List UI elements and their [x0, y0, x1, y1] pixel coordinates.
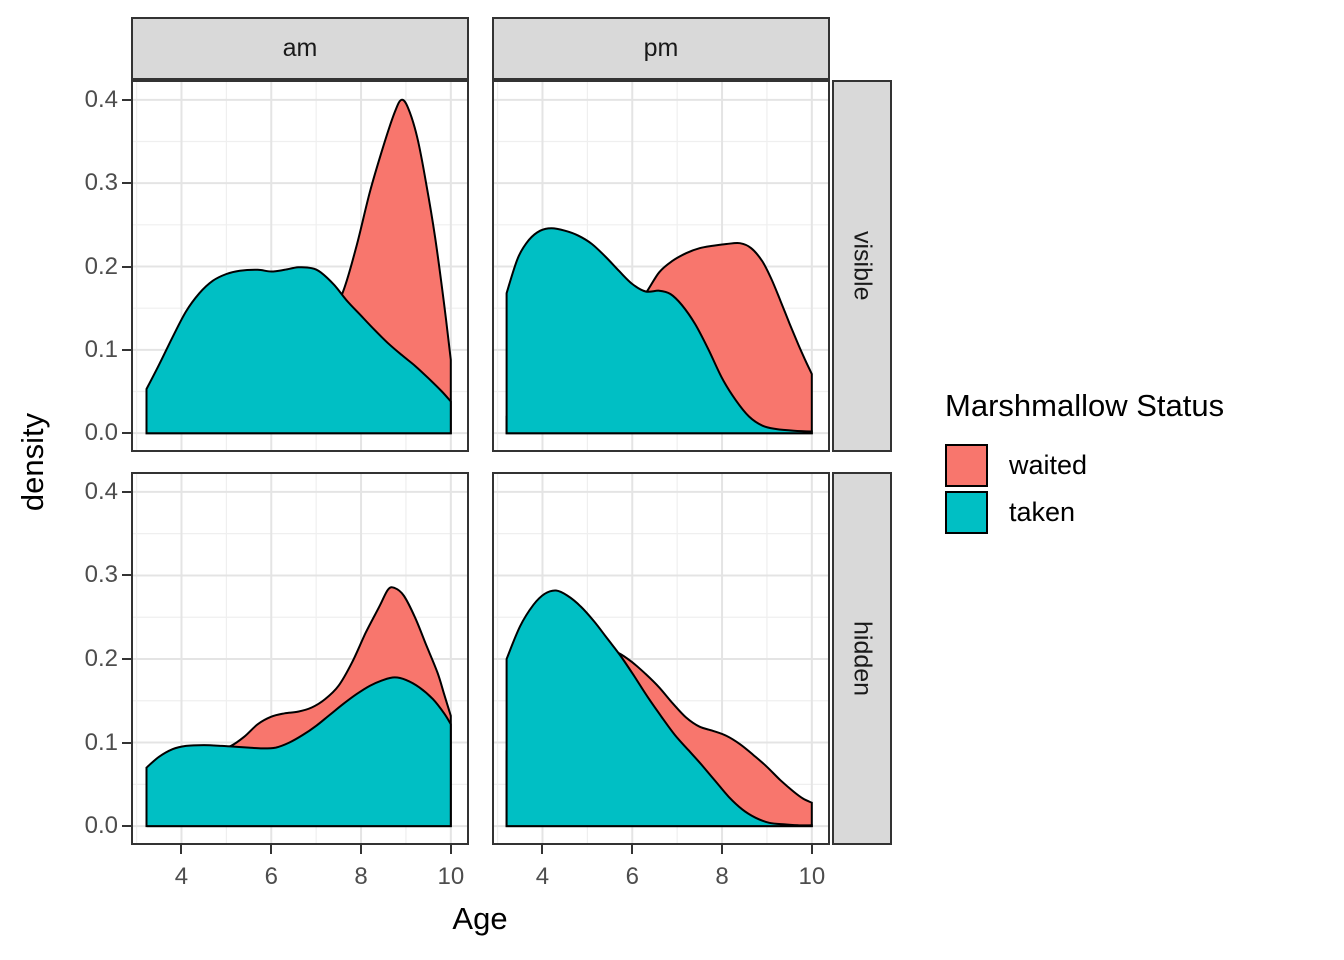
y-tick-label: 0.0 — [84, 419, 118, 447]
y-tick-label: 0.2 — [84, 252, 118, 280]
x-tick-mark — [449, 845, 452, 854]
facet-strip-pm-label: pm — [643, 34, 679, 62]
panel-am-visible — [131, 80, 469, 452]
x-tick-label: 6 — [264, 863, 278, 890]
x-tick-label: 10 — [437, 863, 465, 890]
y-tick-label: 0.1 — [84, 728, 118, 756]
y-tick-mark — [122, 658, 131, 660]
x-tick-mark — [360, 845, 363, 854]
x-tick-label: 8 — [715, 863, 729, 890]
legend-key-taken-swatch — [945, 491, 988, 534]
panel-am-hidden-plot — [133, 474, 467, 843]
x-tick-label: 4 — [174, 863, 189, 890]
facet-strip-am: am — [131, 17, 469, 80]
y-tick-mark — [122, 432, 131, 435]
x-tick-mark — [810, 845, 813, 854]
y-tick-mark — [122, 490, 131, 493]
y-tick-label: 0.4 — [84, 477, 118, 505]
facet-strip-pm: pm — [492, 17, 830, 80]
x-tick-label: 8 — [354, 863, 368, 890]
y-tick-label: 0.1 — [84, 335, 118, 363]
y-tick-label: 0.3 — [84, 169, 118, 197]
y-tick-label: 0.2 — [84, 645, 118, 672]
density-area-taken — [505, 589, 813, 828]
y-tick-label: 0.0 — [84, 812, 118, 840]
legend: Marshmallow Status waited taken — [945, 388, 1224, 538]
x-tick-mark — [180, 845, 183, 854]
y-tick-mark — [122, 182, 131, 185]
legend-key-waited-swatch — [945, 444, 988, 487]
panel-pm-hidden — [492, 472, 830, 845]
panel-am-hidden — [131, 472, 469, 845]
panel-pm-hidden-plot — [494, 474, 828, 843]
x-tick-mark — [541, 845, 544, 854]
x-axis-title: Age — [452, 901, 508, 936]
density-area-taken — [145, 676, 452, 828]
legend-entry-waited: waited — [945, 444, 1224, 487]
density-area-taken — [505, 227, 813, 435]
y-tick-mark — [122, 348, 131, 351]
y-tick-label: 0.3 — [84, 561, 118, 589]
y-tick-label: 0.4 — [84, 85, 118, 113]
facet-strip-hidden: hidden — [832, 472, 892, 845]
panel-pm-visible-plot — [494, 82, 828, 450]
facet-strip-hidden-label: hidden — [848, 620, 877, 697]
x-tick-label: 4 — [535, 863, 550, 890]
x-tick-label: 10 — [798, 863, 826, 890]
density-area-taken — [145, 266, 452, 435]
legend-label-waited: waited — [1009, 450, 1088, 480]
x-tick-label: 6 — [625, 863, 639, 890]
x-tick-mark — [631, 845, 634, 854]
facet-strip-visible: visible — [832, 80, 892, 452]
panel-am-visible-plot — [133, 82, 467, 450]
panel-pm-visible — [492, 80, 830, 452]
x-tick-mark — [721, 845, 724, 854]
y-tick-mark — [122, 265, 131, 268]
x-tick-mark — [270, 845, 273, 854]
y-tick-mark — [122, 825, 131, 828]
legend-title: Marshmallow Status — [945, 388, 1225, 423]
y-tick-mark — [122, 98, 131, 101]
facet-strip-am-label: am — [282, 34, 318, 62]
y-tick-mark — [122, 741, 131, 744]
legend-label-taken: taken — [1009, 497, 1076, 527]
y-axis-title: density — [15, 412, 50, 512]
y-tick-mark — [122, 574, 131, 577]
legend-entry-taken: taken — [945, 491, 1224, 534]
facet-strip-visible-label: visible — [848, 231, 877, 301]
